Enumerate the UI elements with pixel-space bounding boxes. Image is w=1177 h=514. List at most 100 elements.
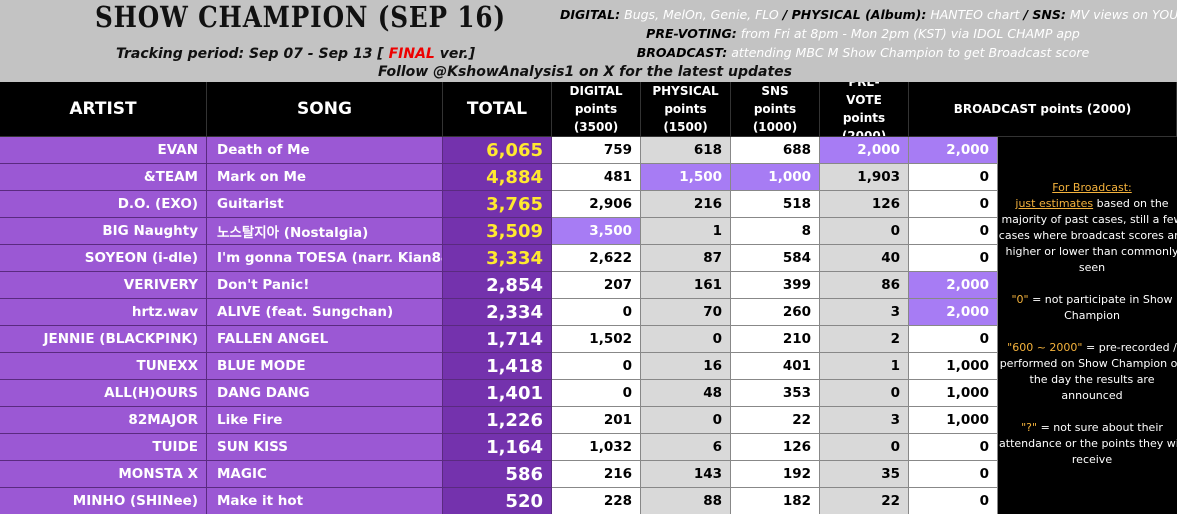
song-cell: 노스탈지아 (Nostalgia) bbox=[207, 218, 443, 245]
sns-cell: 688 bbox=[731, 137, 820, 164]
sns-cell: 182 bbox=[731, 488, 820, 514]
total-cell: 1,714 bbox=[443, 326, 552, 353]
info-line: DIGITAL: Bugs, MelOn, Genie, FLO / PHYSI… bbox=[560, 5, 1177, 24]
physical-cell: 0 bbox=[641, 326, 731, 353]
artist-cell: JENNIE (BLACKPINK) bbox=[0, 326, 207, 353]
broadcast-cell: 2,000 bbox=[909, 299, 998, 326]
physical-cell: 6 bbox=[641, 434, 731, 461]
digital-cell: 481 bbox=[552, 164, 641, 191]
broadcast-cell: 0 bbox=[909, 461, 998, 488]
artist-cell: MONSTA X bbox=[0, 461, 207, 488]
pre-vote-cell: 1,903 bbox=[820, 164, 909, 191]
digital-cell: 3,500 bbox=[552, 218, 641, 245]
digital-cell: 0 bbox=[552, 353, 641, 380]
info-label: DIGITAL: bbox=[560, 7, 621, 22]
total-cell: 586 bbox=[443, 461, 552, 488]
note-key: just estimates bbox=[1015, 197, 1094, 210]
note-text: = pre-recorded / performed on Show Champ… bbox=[999, 341, 1177, 402]
column-header: TOTAL bbox=[443, 82, 552, 137]
digital-cell: 1,502 bbox=[552, 326, 641, 353]
physical-cell: 161 bbox=[641, 272, 731, 299]
info-line: BROADCAST: attending MBC M Show Champion… bbox=[560, 43, 1170, 62]
total-cell: 6,065 bbox=[443, 137, 552, 164]
sns-cell: 518 bbox=[731, 191, 820, 218]
info-lines: DIGITAL: Bugs, MelOn, Genie, FLO / PHYSI… bbox=[560, 5, 1177, 62]
pre-vote-cell: 2,000 bbox=[820, 137, 909, 164]
total-cell: 3,765 bbox=[443, 191, 552, 218]
pre-vote-cell: 3 bbox=[820, 407, 909, 434]
artist-cell: &TEAM bbox=[0, 164, 207, 191]
broadcast-cell: 1,000 bbox=[909, 380, 998, 407]
total-cell: 2,854 bbox=[443, 272, 552, 299]
final-label: FINAL bbox=[388, 46, 435, 62]
digital-cell: 1,032 bbox=[552, 434, 641, 461]
song-cell: Mark on Me bbox=[207, 164, 443, 191]
column-header: PHYSICAL points (1500) bbox=[641, 82, 731, 137]
sns-cell: 192 bbox=[731, 461, 820, 488]
artist-cell: 82MAJOR bbox=[0, 407, 207, 434]
follow-text: Follow @KshowAnalysis1 on X for the late… bbox=[377, 64, 793, 80]
pre-vote-cell: 35 bbox=[820, 461, 909, 488]
total-cell: 3,334 bbox=[443, 245, 552, 272]
song-cell: Like Fire bbox=[207, 407, 443, 434]
digital-cell: 0 bbox=[552, 380, 641, 407]
pre-vote-cell: 40 bbox=[820, 245, 909, 272]
total-cell: 3,509 bbox=[443, 218, 552, 245]
title: SHOW CHAMPION (SEP 16) bbox=[95, 0, 506, 34]
artist-cell: hrtz.wav bbox=[0, 299, 207, 326]
artist-cell: TUNEXX bbox=[0, 353, 207, 380]
broadcast-cell: 0 bbox=[909, 164, 998, 191]
sns-cell: 401 bbox=[731, 353, 820, 380]
pre-vote-cell: 126 bbox=[820, 191, 909, 218]
column-header: SONG bbox=[207, 82, 443, 137]
song-cell: Death of Me bbox=[207, 137, 443, 164]
pre-vote-cell: 22 bbox=[820, 488, 909, 514]
digital-cell: 216 bbox=[552, 461, 641, 488]
tracking-text: ver.] bbox=[439, 46, 475, 62]
digital-cell: 207 bbox=[552, 272, 641, 299]
broadcast-cell: 2,000 bbox=[909, 137, 998, 164]
total-cell: 1,226 bbox=[443, 407, 552, 434]
pre-vote-cell: 2 bbox=[820, 326, 909, 353]
side-note: For Broadcast: just estimates based on th… bbox=[998, 180, 1177, 484]
total-cell: 520 bbox=[443, 488, 552, 514]
column-header: DIGITAL points (3500) bbox=[552, 82, 641, 137]
info-label: / SNS: bbox=[1023, 7, 1066, 22]
physical-cell: 0 bbox=[641, 407, 731, 434]
note-key: "0" bbox=[1011, 293, 1029, 306]
physical-cell: 16 bbox=[641, 353, 731, 380]
artist-cell: BIG Naughty bbox=[0, 218, 207, 245]
broadcast-cell: 0 bbox=[909, 488, 998, 514]
artist-cell: VERIVERY bbox=[0, 272, 207, 299]
artist-cell: D.O. (EXO) bbox=[0, 191, 207, 218]
physical-cell: 143 bbox=[641, 461, 731, 488]
song-cell: BLUE MODE bbox=[207, 353, 443, 380]
physical-cell: 87 bbox=[641, 245, 731, 272]
physical-cell: 1,500 bbox=[641, 164, 731, 191]
broadcast-cell: 0 bbox=[909, 326, 998, 353]
note-text: based on the majority of past cases, sti… bbox=[998, 197, 1177, 274]
song-cell: SUN KISS bbox=[207, 434, 443, 461]
physical-cell: 70 bbox=[641, 299, 731, 326]
song-cell: DANG DANG bbox=[207, 380, 443, 407]
physical-cell: 216 bbox=[641, 191, 731, 218]
song-cell: ALIVE (feat. Sungchan) bbox=[207, 299, 443, 326]
tracking-text: Tracking period: Sep 07 - Sep 13 [ bbox=[116, 46, 384, 62]
info-line: PRE-VOTING: from Fri at 8pm - Mon 2pm (K… bbox=[560, 24, 1170, 43]
total-cell: 1,164 bbox=[443, 434, 552, 461]
column-header: BROADCAST points (2000) bbox=[909, 82, 1177, 137]
total-cell: 4,884 bbox=[443, 164, 552, 191]
sns-cell: 126 bbox=[731, 434, 820, 461]
song-cell: Don't Panic! bbox=[207, 272, 443, 299]
info-label: BROADCAST: bbox=[636, 45, 728, 60]
digital-cell: 2,906 bbox=[552, 191, 641, 218]
song-cell: MAGIC bbox=[207, 461, 443, 488]
artist-cell: SOYEON (i-dle) bbox=[0, 245, 207, 272]
song-cell: Guitarist bbox=[207, 191, 443, 218]
note-text: = not participate in Show Champion bbox=[1032, 293, 1173, 322]
header-bar: SHOW CHAMPION (SEP 16) Tracking period: … bbox=[0, 0, 1177, 82]
pre-vote-cell: 86 bbox=[820, 272, 909, 299]
note-paragraph: "600 ~ 2000" = pre-recorded / performed … bbox=[998, 340, 1177, 404]
broadcast-cell: 0 bbox=[909, 434, 998, 461]
